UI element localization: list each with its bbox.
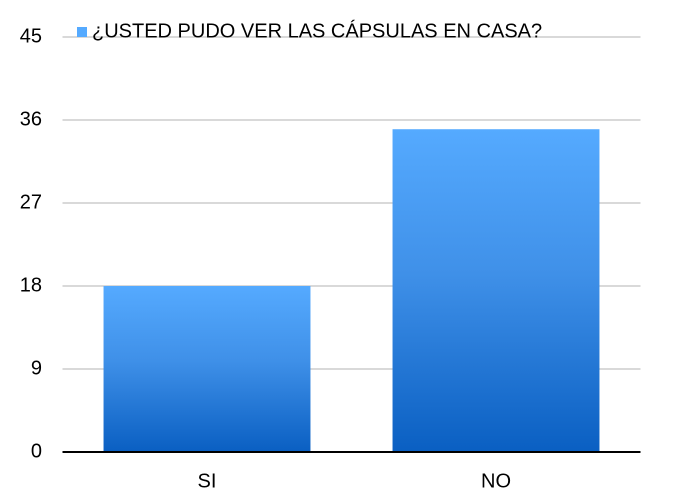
legend-label: ¿USTED PUDO VER LAS CÁPSULAS EN CASA? bbox=[92, 19, 542, 42]
y-tick-label: 18 bbox=[20, 274, 42, 296]
y-tick-label: 45 bbox=[20, 25, 42, 47]
legend-swatch bbox=[77, 27, 87, 37]
bar bbox=[392, 129, 600, 452]
y-tick-label: 27 bbox=[20, 191, 42, 213]
y-tick-label: 9 bbox=[31, 357, 42, 379]
y-tick-label: 0 bbox=[31, 440, 42, 462]
y-tick-label: 36 bbox=[20, 108, 42, 130]
x-tick-label: NO bbox=[481, 470, 511, 492]
x-tick-label: SI bbox=[198, 470, 217, 492]
bar bbox=[103, 286, 311, 452]
